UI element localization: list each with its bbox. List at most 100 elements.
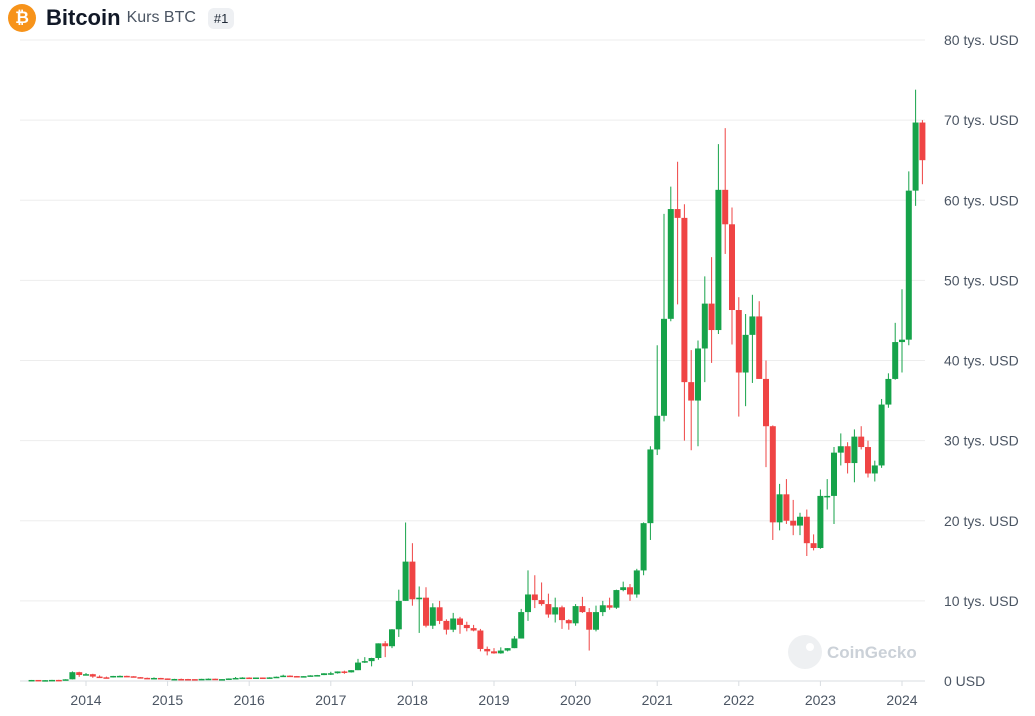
candle[interactable] — [552, 597, 559, 623]
candle[interactable] — [307, 675, 314, 677]
candle[interactable] — [375, 643, 382, 660]
candle[interactable] — [35, 679, 42, 682]
candle[interactable] — [865, 440, 871, 478]
candle[interactable] — [708, 257, 715, 363]
candle[interactable] — [871, 460, 878, 482]
candle[interactable] — [205, 678, 212, 681]
candle[interactable] — [912, 89, 919, 206]
candle[interactable] — [722, 128, 729, 254]
candle[interactable] — [232, 676, 239, 680]
candle[interactable] — [89, 673, 96, 678]
candle[interactable] — [565, 619, 572, 630]
candle[interactable] — [538, 582, 545, 606]
candle[interactable] — [327, 671, 334, 675]
candle[interactable] — [157, 677, 164, 680]
candle[interactable] — [742, 314, 749, 407]
candle[interactable] — [763, 360, 769, 468]
candle[interactable] — [212, 678, 219, 681]
candle[interactable] — [783, 479, 790, 524]
candle[interactable] — [83, 672, 89, 676]
candle[interactable] — [69, 671, 76, 680]
candle[interactable] — [729, 207, 735, 345]
candle[interactable] — [219, 678, 225, 681]
candle[interactable] — [593, 605, 599, 632]
candle[interactable] — [62, 679, 69, 681]
candle[interactable] — [647, 446, 654, 540]
candle[interactable] — [620, 581, 627, 592]
candle[interactable] — [858, 426, 865, 450]
candle[interactable] — [436, 600, 443, 625]
candle[interactable] — [76, 671, 83, 677]
candle[interactable] — [409, 543, 416, 606]
candle[interactable] — [123, 675, 130, 678]
candle[interactable] — [899, 289, 905, 373]
candle[interactable] — [368, 657, 375, 667]
candle[interactable] — [137, 677, 144, 679]
candle[interactable] — [892, 322, 899, 380]
candle[interactable] — [280, 674, 287, 678]
candle[interactable] — [484, 646, 491, 656]
candle[interactable] — [477, 628, 484, 652]
candle[interactable] — [769, 425, 776, 540]
candle[interactable] — [429, 603, 436, 629]
candle[interactable] — [545, 593, 552, 618]
candle[interactable] — [837, 433, 844, 466]
candle[interactable] — [28, 679, 35, 682]
candle[interactable] — [844, 442, 851, 474]
candle[interactable] — [919, 120, 926, 185]
candle[interactable] — [253, 677, 259, 680]
candle[interactable] — [572, 604, 579, 626]
candle[interactable] — [191, 678, 198, 681]
candle[interactable] — [423, 587, 429, 628]
candle[interactable] — [749, 294, 756, 383]
candle[interactable] — [178, 678, 185, 681]
candle[interactable] — [701, 276, 708, 383]
candle[interactable] — [497, 647, 504, 654]
candle[interactable] — [531, 575, 538, 609]
candle[interactable] — [633, 568, 640, 598]
candle[interactable] — [586, 608, 593, 651]
candle[interactable] — [559, 605, 565, 629]
candle[interactable] — [851, 429, 858, 483]
candle[interactable] — [470, 624, 477, 632]
candle[interactable] — [511, 636, 518, 649]
candle[interactable] — [599, 600, 606, 617]
candle[interactable] — [185, 678, 191, 681]
candle[interactable] — [341, 670, 348, 674]
candle[interactable] — [688, 350, 695, 451]
candle[interactable] — [144, 677, 151, 680]
candle[interactable] — [287, 675, 293, 678]
candle[interactable] — [803, 509, 810, 557]
candle[interactable] — [293, 675, 300, 678]
candle[interactable] — [457, 616, 463, 634]
candle[interactable] — [198, 678, 205, 681]
candle[interactable] — [49, 679, 55, 682]
candle[interactable] — [55, 679, 62, 682]
candle[interactable] — [579, 596, 586, 613]
candle[interactable] — [103, 676, 110, 679]
candle[interactable] — [130, 676, 137, 678]
candle[interactable] — [654, 345, 661, 456]
candle[interactable] — [314, 674, 321, 677]
candle[interactable] — [640, 522, 647, 576]
candle[interactable] — [776, 483, 783, 531]
candle[interactable] — [239, 677, 246, 680]
candle[interactable] — [42, 680, 49, 682]
candle[interactable] — [321, 673, 327, 676]
candle[interactable] — [627, 584, 633, 601]
candle[interactable] — [416, 586, 423, 633]
candle[interactable] — [695, 340, 701, 447]
candle[interactable] — [348, 670, 355, 673]
candle[interactable] — [450, 612, 457, 633]
candle[interactable] — [525, 570, 531, 621]
candle[interactable] — [681, 204, 688, 441]
candle[interactable] — [463, 621, 470, 632]
candle[interactable] — [606, 597, 613, 610]
candle[interactable] — [355, 658, 361, 671]
candle[interactable] — [246, 677, 253, 680]
candle[interactable] — [817, 489, 824, 549]
candle[interactable] — [518, 608, 525, 639]
candle[interactable] — [661, 213, 667, 422]
candle[interactable] — [667, 186, 674, 322]
